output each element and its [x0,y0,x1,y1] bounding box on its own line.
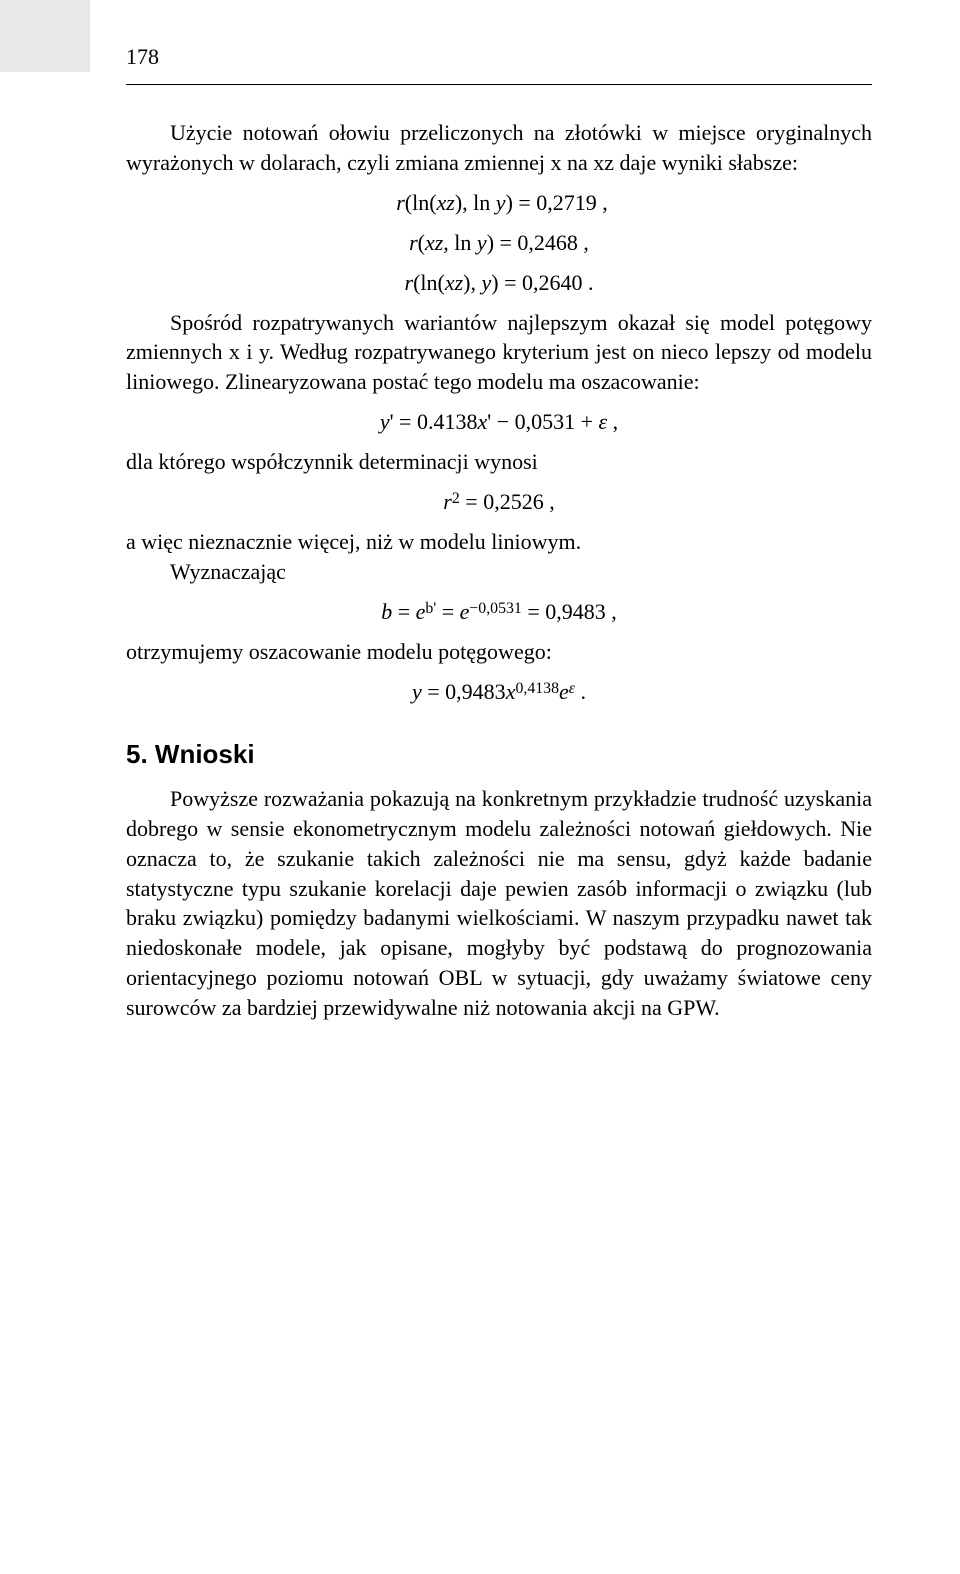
formula-r-squared: r2 = 0,2526 , [126,487,872,517]
exponent-bprime: b' [425,600,436,617]
formula-r-squared-rhs: = 0,2526 , [460,489,555,514]
exponent-2: 2 [452,490,460,507]
paragraph-1: Użycie notowań ołowiu przeliczonych na z… [126,118,872,178]
formula-power-model: y = 0,9483x0,4138eε . [126,677,872,707]
header-rule [126,84,872,85]
formula-b: b = eb' = e−0,0531 = 0,9483 , [126,597,872,627]
section-heading-wnioski: 5. Wnioski [126,737,872,772]
paragraph-3: dla którego współczynnik determinacji wy… [126,447,872,477]
formula-r-lnxz-lny: r(ln(xz), ln y) = 0,2719 , [126,188,872,218]
page-number: 178 [126,42,159,72]
paragraph-4a: a więc nieznacznie więcej, niż w modelu … [126,527,872,557]
exponent-04138: 0,4138 [515,680,559,697]
formula-power-tail: . [575,679,586,704]
formula-r-xz-lny: r(xz, ln y) = 0,2468 , [126,228,872,258]
paragraph-conclusion: Powyższe rozważania pokazują na konkretn… [126,784,872,1023]
formula-r-lnxz-y: r(ln(xz), y) = 0,2640 . [126,268,872,298]
paragraph-2: Spośród rozpatrywanych wariantów najleps… [126,308,872,398]
exponent-neg: −0,0531 [469,600,521,617]
formula-linearized: y' = 0.4138x' − 0,0531 + ε , [126,407,872,437]
formula-b-rhs: = 0,9483 , [522,599,617,624]
paragraph-4b: Wyznaczając [126,557,872,587]
page-container: 178 Użycie notowań ołowiu przeliczonych … [0,0,960,1574]
left-gutter [0,0,90,72]
page-content: Użycie notowań ołowiu przeliczonych na z… [126,118,872,1023]
paragraph-5: otrzymujemy oszacowanie modelu potęgoweg… [126,637,872,667]
